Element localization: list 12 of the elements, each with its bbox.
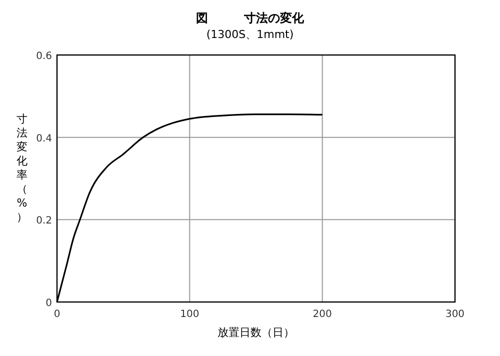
y-tick-label: 0 — [46, 298, 52, 309]
y-tick-label: 0.2 — [36, 216, 52, 227]
y-axis-title: 寸法変化率（%） — [16, 112, 28, 224]
chart-title: 図 寸法の変化 — [196, 11, 305, 25]
x-tick-label: 0 — [54, 309, 60, 320]
x-axis-title: 放置日数（日） — [218, 326, 294, 339]
x-tick-label: 200 — [312, 309, 332, 320]
y-tick-label: 0.4 — [36, 133, 52, 144]
x-tick-label: 300 — [445, 309, 465, 320]
chart-subtitle: (1300S、1mmt) — [206, 28, 294, 41]
x-tick-label: 100 — [180, 309, 200, 320]
y-tick-label: 0.6 — [36, 51, 52, 62]
